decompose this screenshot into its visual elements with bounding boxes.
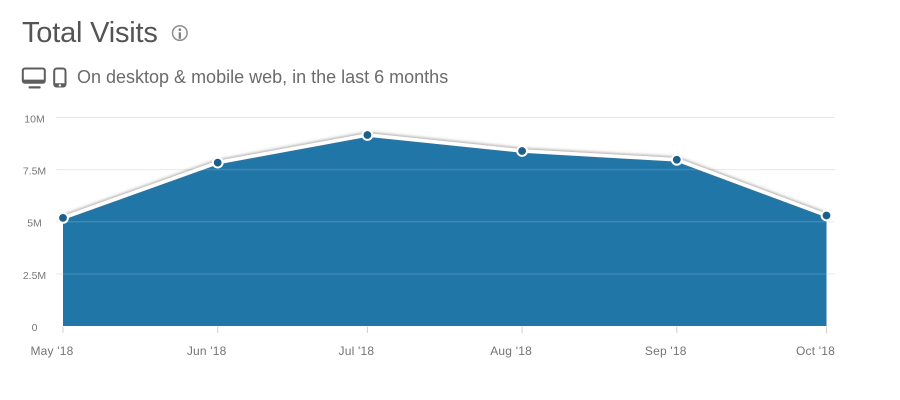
svg-text:2.5M: 2.5M [23, 270, 46, 282]
svg-text:0: 0 [32, 322, 38, 334]
svg-text:7.5M: 7.5M [23, 166, 46, 178]
svg-text:May '18: May '18 [30, 344, 73, 358]
svg-text:Aug '18: Aug '18 [490, 344, 532, 358]
svg-text:Jun '18: Jun '18 [187, 344, 227, 358]
svg-text:Jul '18: Jul '18 [339, 344, 375, 358]
svg-text:Oct '18: Oct '18 [796, 344, 835, 358]
svg-text:5M: 5M [27, 218, 42, 230]
svg-text:10M: 10M [24, 113, 44, 125]
svg-text:Sep '18: Sep '18 [645, 344, 687, 358]
